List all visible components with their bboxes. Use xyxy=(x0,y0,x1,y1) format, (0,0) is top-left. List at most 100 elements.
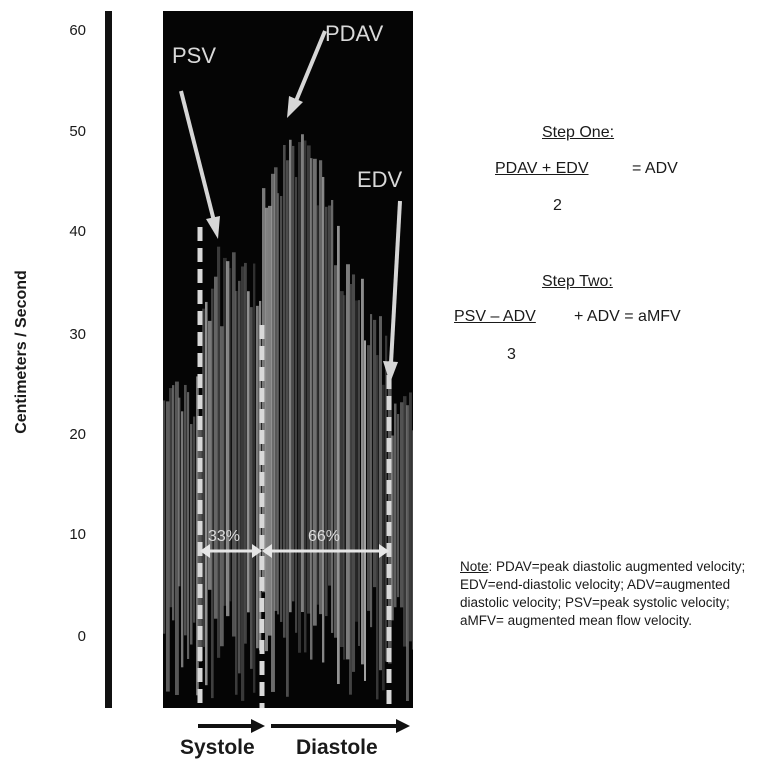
spectral-streak xyxy=(208,320,212,590)
spectral-streak xyxy=(163,400,166,634)
spectral-streak xyxy=(397,414,400,598)
spectral-streak xyxy=(202,308,205,647)
spectral-streak xyxy=(241,266,245,701)
note-label: Note xyxy=(460,559,489,574)
spectral-streak xyxy=(349,284,352,695)
spectral-streak xyxy=(352,274,356,672)
spectral-streak xyxy=(232,252,236,637)
spectral-streak xyxy=(301,134,304,613)
tick-50: 50 xyxy=(69,123,86,140)
spectral-streak xyxy=(295,177,298,633)
spectral-streak xyxy=(370,314,373,628)
spectral-streak xyxy=(409,392,412,642)
spectral-streak xyxy=(376,355,379,700)
edv-label: EDV xyxy=(357,167,403,192)
diastole-arrow xyxy=(271,719,410,733)
spectral-streak xyxy=(286,160,289,697)
note-block: Note: PDAV=peak diastolic augmented velo… xyxy=(460,558,765,630)
spectral-streak xyxy=(217,246,221,658)
spectral-streak xyxy=(253,263,256,693)
spectral-streak xyxy=(292,145,295,602)
spectral-streak xyxy=(169,388,173,608)
spectral-streak xyxy=(337,225,340,685)
spectral-streak xyxy=(211,288,214,699)
tick-60: 60 xyxy=(69,22,86,39)
spectral-streak xyxy=(316,205,319,605)
diastole-duration-arrow xyxy=(262,544,389,558)
step-one-title: Step One: xyxy=(542,124,615,141)
spectral-streak xyxy=(307,145,311,614)
spectral-streak xyxy=(178,397,181,587)
spectral-streak xyxy=(400,402,404,608)
spectral-streak xyxy=(379,316,382,671)
tick-20: 20 xyxy=(69,426,86,443)
axis-bar xyxy=(105,11,112,708)
psv-label: PSV xyxy=(172,43,216,68)
spectral-streak xyxy=(298,142,302,653)
spectral-streak xyxy=(244,262,247,644)
spectral-streak xyxy=(325,206,328,617)
spectral-streak xyxy=(238,280,241,674)
doppler-spectrogram: 33% 66% PSV PDAV EDV xyxy=(163,11,413,708)
spectral-streak xyxy=(274,167,278,611)
spectral-streak xyxy=(256,305,259,649)
spectral-streak xyxy=(385,335,388,662)
spectral-streak xyxy=(403,396,407,647)
spectrogram-svg: 33% 66% PSV PDAV EDV xyxy=(163,21,413,708)
spectral-streak xyxy=(361,278,364,665)
spectral-streak xyxy=(394,403,397,608)
spectral-streak xyxy=(313,158,317,626)
y-axis-label: Centimeters / Second xyxy=(13,270,30,434)
spectral-streak xyxy=(268,205,272,636)
phase-arrows xyxy=(198,719,410,733)
spectral-streak xyxy=(187,392,190,659)
spectral-streak xyxy=(223,257,227,606)
spectral-streak xyxy=(322,176,325,663)
note-text: : PDAV=peak diastolic augmented velocity… xyxy=(460,559,746,628)
step-one-equals: = ADV xyxy=(632,160,678,177)
spectral-streak xyxy=(319,160,323,615)
systole-arrow xyxy=(198,719,265,733)
spectral-streak xyxy=(373,319,377,588)
spectral-streak xyxy=(283,145,286,638)
spectral-streak xyxy=(193,416,196,623)
tick-40: 40 xyxy=(69,223,86,240)
spectral-streak xyxy=(220,326,224,647)
spectral-streak xyxy=(406,405,409,701)
spectral-streak xyxy=(181,411,184,668)
spectral-streak xyxy=(265,207,268,652)
step-two-denominator: 3 xyxy=(507,346,516,363)
spectral-streak xyxy=(190,424,193,645)
spectral-streak xyxy=(250,307,253,669)
tick-0: 0 xyxy=(77,628,86,645)
spectral-streak xyxy=(382,384,385,691)
spectral-streak xyxy=(331,199,334,633)
spectral-streak xyxy=(310,158,313,660)
spectral-streak xyxy=(226,261,230,617)
spectral-streak xyxy=(358,300,361,646)
spectral-streak xyxy=(391,435,394,621)
spectral-streak xyxy=(184,384,187,636)
spectral-streak xyxy=(205,301,208,686)
step-two-title: Step Two: xyxy=(542,273,613,290)
spectral-streak xyxy=(247,291,250,613)
pdav-label: PDAV xyxy=(325,21,384,46)
spectral-streak xyxy=(343,295,346,660)
spectral-streak xyxy=(196,376,199,696)
step-one-denominator: 2 xyxy=(553,197,562,214)
spectral-streak xyxy=(271,173,275,692)
spectral-streak xyxy=(346,264,350,660)
spectral-streak xyxy=(364,340,367,681)
step-two-numerator: PSV – ADV xyxy=(454,308,536,325)
step-two-rest: + ADV = aMFV xyxy=(574,308,681,325)
diastole-percent: 66% xyxy=(308,528,340,545)
spectral-streak xyxy=(328,205,332,586)
systole-duration-arrow xyxy=(200,544,262,558)
spectral-streak xyxy=(214,276,218,619)
edv-arrow xyxy=(383,200,402,383)
spectral-streak xyxy=(304,140,307,653)
systole-label: Systole xyxy=(180,736,255,759)
spectral-streak xyxy=(412,430,413,650)
spectral-streak xyxy=(280,196,283,622)
spectral-streak xyxy=(235,291,238,695)
